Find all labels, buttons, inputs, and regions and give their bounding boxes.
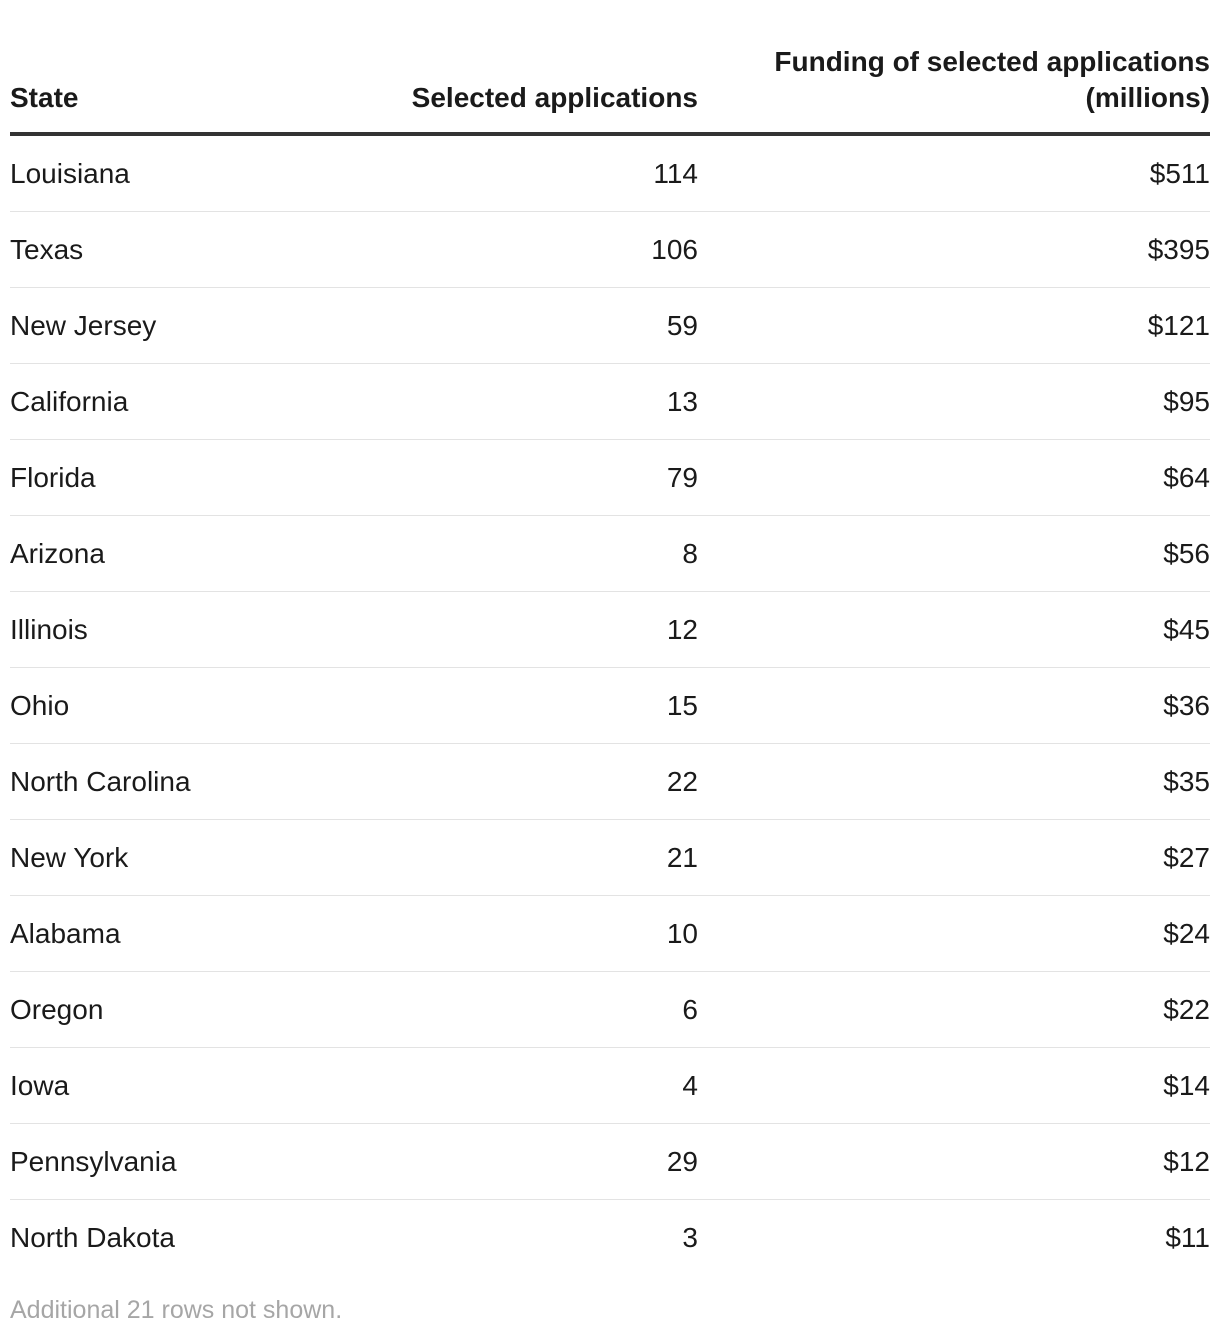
table-row: Florida 79 $64 (10, 439, 1210, 516)
table-row: North Carolina 22 $35 (10, 743, 1210, 820)
cell-state: Alabama (10, 895, 350, 972)
cell-state: California (10, 363, 350, 440)
cell-selected-applications: 106 (350, 211, 698, 288)
cell-funding: $24 (698, 895, 1210, 972)
cell-funding: $27 (698, 819, 1210, 896)
cell-funding: $14 (698, 1047, 1210, 1124)
cell-state: North Carolina (10, 743, 350, 820)
cell-selected-applications: 13 (350, 363, 698, 440)
cell-funding: $395 (698, 211, 1210, 288)
column-header-selected-applications: Selected applications (350, 44, 698, 136)
state-funding-table: State Selected applications Funding of s… (10, 44, 1210, 1275)
table-row: Arizona 8 $56 (10, 515, 1210, 592)
cell-selected-applications: 22 (350, 743, 698, 820)
cell-state: Florida (10, 439, 350, 516)
table-header: State Selected applications Funding of s… (10, 44, 1210, 136)
table-row: New Jersey 59 $121 (10, 287, 1210, 364)
cell-funding: $56 (698, 515, 1210, 592)
cell-selected-applications: 4 (350, 1047, 698, 1124)
cell-funding: $95 (698, 363, 1210, 440)
cell-selected-applications: 21 (350, 819, 698, 896)
cell-selected-applications: 12 (350, 591, 698, 668)
table-row: Ohio 15 $36 (10, 667, 1210, 744)
cell-state: Texas (10, 211, 350, 288)
cell-state: Oregon (10, 971, 350, 1048)
cell-selected-applications: 8 (350, 515, 698, 592)
cell-selected-applications: 6 (350, 971, 698, 1048)
cell-selected-applications: 10 (350, 895, 698, 972)
table-row: Texas 106 $395 (10, 211, 1210, 288)
cell-state: New York (10, 819, 350, 896)
cell-funding: $36 (698, 667, 1210, 744)
rows-not-shown-note: Additional 21 rows not shown. (10, 1296, 343, 1324)
cell-funding: $45 (698, 591, 1210, 668)
table-row: Pennsylvania 29 $12 (10, 1123, 1210, 1200)
cell-selected-applications: 29 (350, 1123, 698, 1200)
cell-selected-applications: 15 (350, 667, 698, 744)
table-body: Louisiana 114 $511 Texas 106 $395 New Jersey 59… (10, 134, 1210, 1275)
column-header-funding: Funding of selected applications (millio… (698, 44, 1210, 136)
cell-funding: $64 (698, 439, 1210, 516)
cell-funding: $121 (698, 287, 1210, 364)
header-row: State Selected applications Funding of s… (10, 44, 1210, 136)
cell-state: Louisiana (10, 134, 350, 212)
cell-funding: $11 (1165, 1221, 1210, 1253)
cell-state: New Jersey (10, 287, 350, 364)
table-row: Illinois 12 $45 (10, 591, 1210, 668)
cell-funding: $35 (698, 743, 1210, 820)
data-table-container: State Selected applications Funding of s… (10, 44, 1210, 1275)
cell-state: Ohio (10, 667, 350, 744)
cell-selected-applications: 59 (350, 287, 698, 364)
table-row: North Dakota 3 $11 (10, 1200, 1210, 1276)
cell-state: Iowa (10, 1047, 350, 1124)
cell-funding: $22 (698, 971, 1210, 1048)
column-header-state: State (10, 44, 350, 136)
cell-state: Arizona (10, 515, 350, 592)
table-row: New York 21 $27 (10, 819, 1210, 896)
cell-state: Pennsylvania (10, 1123, 350, 1200)
table-row: California 13 $95 (10, 363, 1210, 440)
cell-state: North Dakota (10, 1221, 175, 1253)
cell-state: Illinois (10, 591, 350, 668)
cell-funding: $12 (698, 1123, 1210, 1200)
table-row: Iowa 4 $14 (10, 1047, 1210, 1124)
table-row: Oregon 6 $22 (10, 971, 1210, 1048)
table-row: Louisiana 114 $511 (10, 134, 1210, 212)
cell-selected-applications: 3 (682, 1221, 698, 1253)
table-row: Alabama 10 $24 (10, 895, 1210, 972)
cell-selected-applications: 114 (350, 134, 698, 212)
cell-funding: $511 (698, 134, 1210, 212)
cell-selected-applications: 79 (350, 439, 698, 516)
